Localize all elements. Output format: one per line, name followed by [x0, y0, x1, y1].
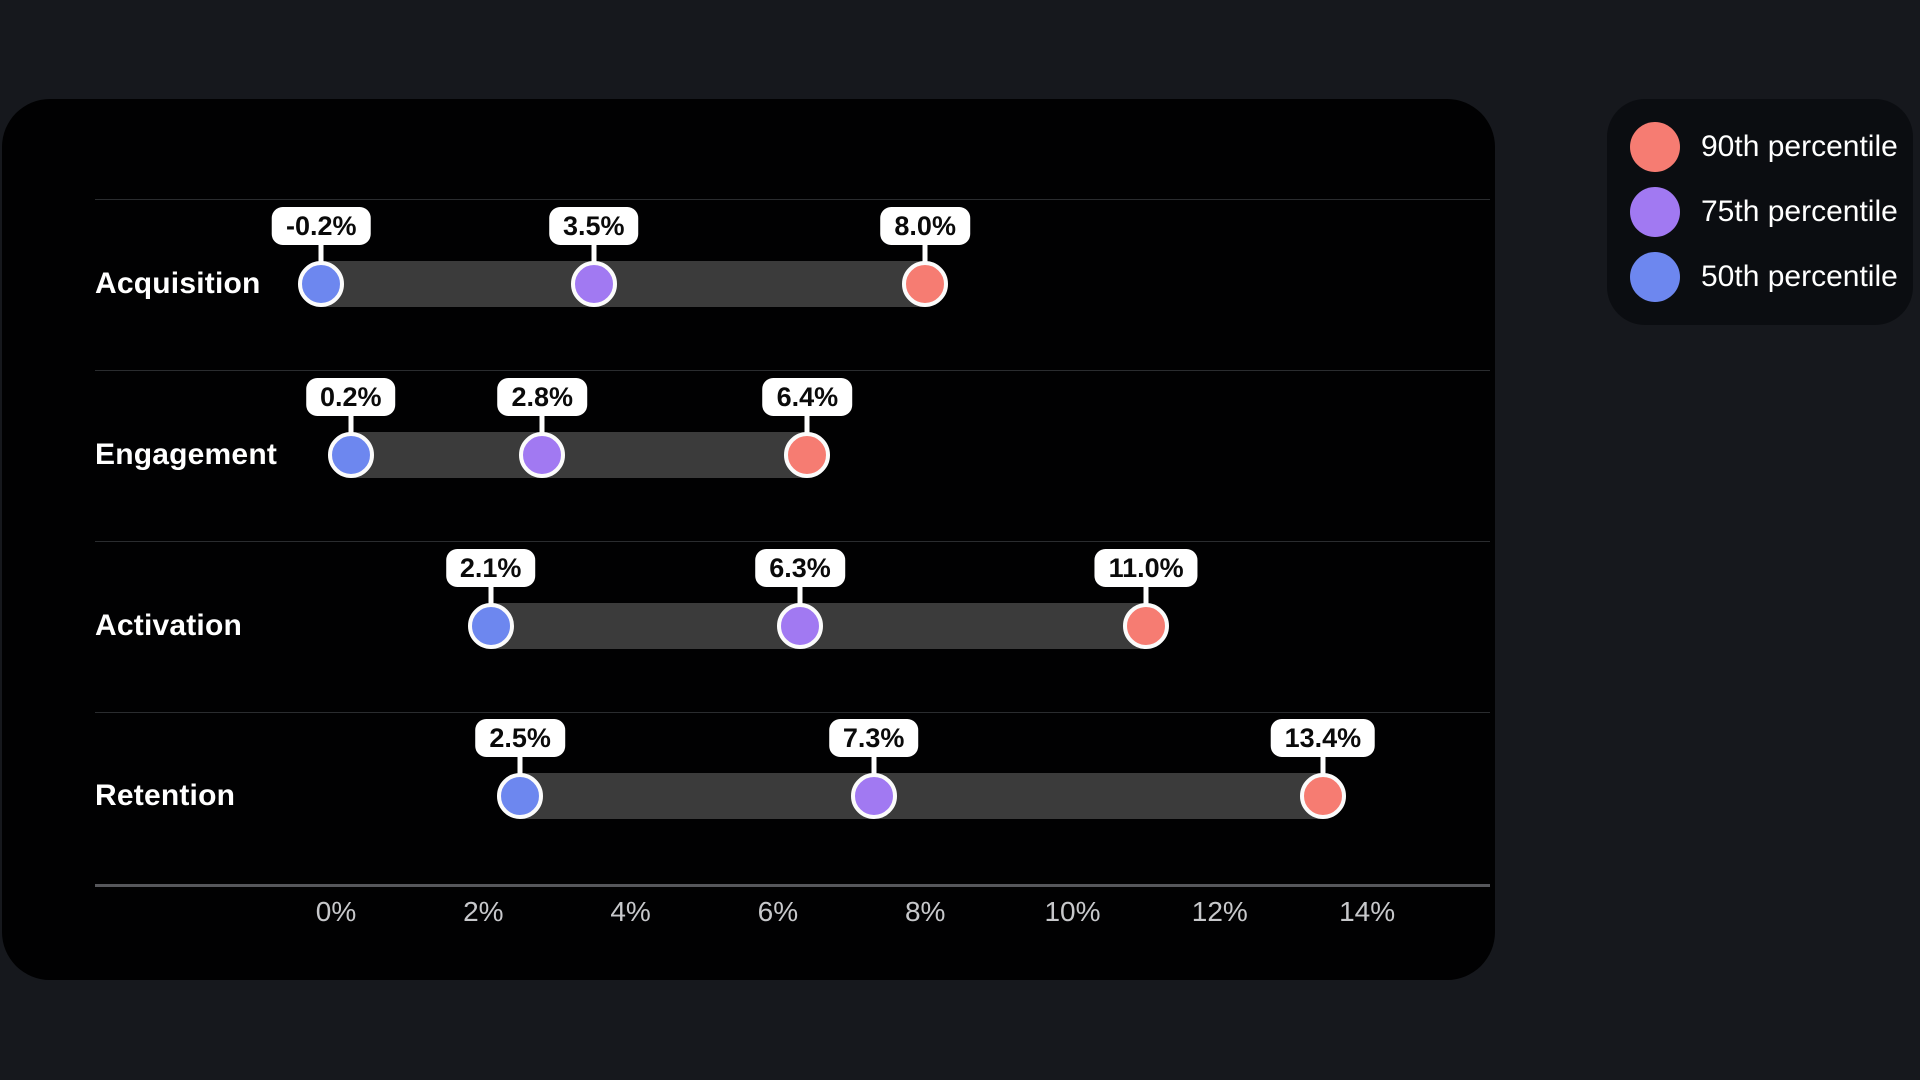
- value-label-90th: 6.4%: [762, 377, 853, 416]
- legend-swatch-90th-icon: [1630, 122, 1680, 172]
- legend-label-90th: 90th percentile: [1701, 130, 1898, 163]
- dot-75th-percentile[interactable]: [570, 260, 617, 307]
- legend-swatch-50th-icon: [1630, 252, 1680, 302]
- value-label-stem: [488, 585, 494, 604]
- row-divider: [95, 370, 1490, 371]
- chart-card: Acquisition -0.2% 3.5% 8.0% Engagement 0.2% 2.…: [2, 99, 1495, 980]
- value-label-stem: [591, 243, 597, 262]
- row-divider: [95, 712, 1490, 713]
- x-axis-tick-2%: 2%: [463, 896, 504, 927]
- value-label-50th: -0.2%: [271, 206, 371, 245]
- dot-75th-percentile[interactable]: [850, 772, 897, 819]
- value-label-50th: 2.5%: [475, 718, 565, 757]
- value-label-50th: 0.2%: [305, 377, 396, 416]
- value-label-75th: 3.5%: [548, 206, 639, 245]
- value-label-stem: [871, 755, 877, 774]
- legend-label-75th: 75th percentile: [1701, 195, 1898, 228]
- value-label-90th: 8.0%: [880, 206, 970, 245]
- dot-90th-percentile[interactable]: [1299, 772, 1346, 819]
- value-label-stem: [922, 243, 928, 262]
- value-label-stem: [517, 755, 523, 774]
- x-axis-tick-6%: 6%: [757, 896, 799, 927]
- value-label-stem: [318, 243, 324, 262]
- x-axis-tick-10%: 10%: [1044, 896, 1101, 927]
- row-label-acquisition: Acquisition: [95, 266, 261, 300]
- legend-item-75th-percentile[interactable]: 75th percentile: [1630, 187, 1913, 237]
- dot-50th-percentile[interactable]: [327, 431, 374, 478]
- value-label-stem: [804, 414, 810, 433]
- dumbbell-plot: Acquisition -0.2% 3.5% 8.0% Engagement 0.2% 2.…: [2, 99, 1495, 980]
- value-label-stem: [539, 414, 545, 433]
- x-axis-tick-12%: 12%: [1191, 896, 1248, 927]
- legend-item-90th-percentile[interactable]: 90th percentile: [1630, 122, 1913, 172]
- dot-75th-percentile[interactable]: [776, 602, 823, 649]
- dot-50th-percentile[interactable]: [467, 602, 514, 649]
- dot-90th-percentile[interactable]: [784, 431, 831, 478]
- row-label-engagement: Engagement: [95, 437, 278, 471]
- dot-50th-percentile[interactable]: [497, 772, 544, 819]
- value-label-stem: [1320, 755, 1326, 774]
- row-label-retention: Retention: [95, 778, 236, 812]
- legend-item-50th-percentile[interactable]: 50th percentile: [1630, 252, 1913, 302]
- value-label-90th: 13.4%: [1270, 718, 1376, 757]
- value-label-75th: 6.3%: [755, 548, 845, 587]
- value-label-stem: [1143, 585, 1149, 604]
- dot-50th-percentile[interactable]: [298, 260, 345, 307]
- percentile-range-bar: [520, 772, 1323, 819]
- legend-swatch-75th-icon: [1630, 187, 1680, 237]
- dot-90th-percentile[interactable]: [1123, 602, 1170, 649]
- dot-90th-percentile[interactable]: [902, 260, 949, 307]
- value-label-90th: 11.0%: [1094, 548, 1198, 587]
- x-axis-tick-0%: 0%: [315, 896, 357, 927]
- row-label-activation: Activation: [95, 608, 243, 642]
- x-axis-tick-8%: 8%: [904, 896, 946, 927]
- row-divider: [95, 199, 1490, 200]
- x-axis-tick-14%: 14%: [1339, 896, 1396, 927]
- value-label-stem: [797, 585, 803, 604]
- x-axis-line: [95, 884, 1490, 887]
- legend-label-50th: 50th percentile: [1701, 260, 1898, 293]
- value-label-50th: 2.1%: [445, 548, 536, 587]
- value-label-75th: 2.8%: [497, 377, 587, 416]
- legend: 90th percentile 75th percentile 50th per…: [1607, 99, 1913, 325]
- value-label-stem: [348, 414, 354, 433]
- dot-75th-percentile[interactable]: [519, 431, 566, 478]
- percentile-range-bar: [350, 431, 808, 478]
- value-label-75th: 7.3%: [828, 718, 919, 757]
- percentile-range-bar: [321, 260, 926, 307]
- x-axis-tick-4%: 4%: [610, 896, 651, 927]
- row-divider: [95, 541, 1490, 542]
